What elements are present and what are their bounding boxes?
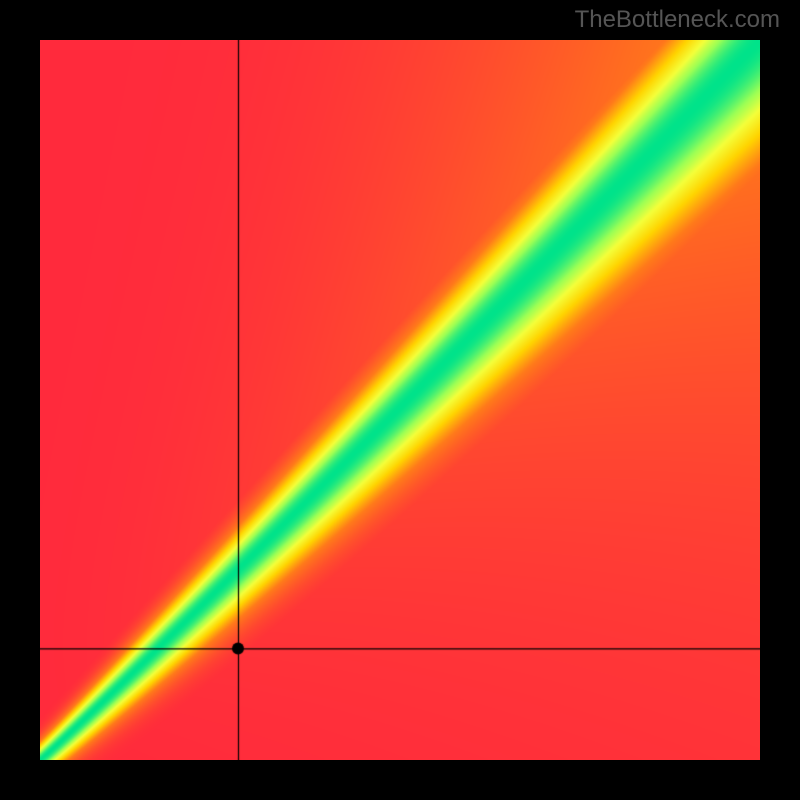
heatmap-plot <box>40 40 760 760</box>
chart-container: TheBottleneck.com <box>0 0 800 800</box>
heatmap-canvas <box>40 40 760 760</box>
watermark-text: TheBottleneck.com <box>575 6 780 34</box>
